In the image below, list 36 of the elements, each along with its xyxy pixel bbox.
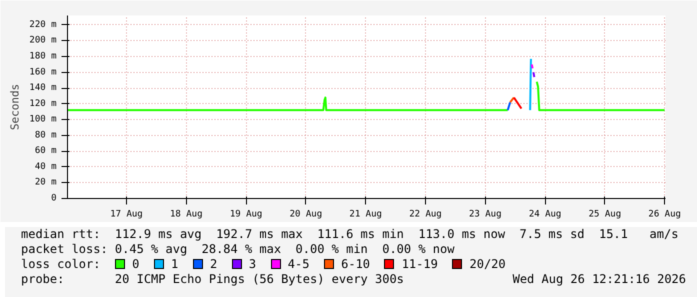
legend-label: 20/20 <box>470 257 506 271</box>
text: packet loss: 0.45 % avg 28.84 % max 0.00 % min 0.00 % now <box>21 242 456 257</box>
x-tick-label: 24 Aug <box>528 210 562 220</box>
y-tick-label: 200 m <box>29 36 56 46</box>
text: median rtt: 112.9 ms avg 192.7 ms max 111.6 ms min 113.0 ms now 7.5 ms sd 15.1 am/s <box>21 227 680 242</box>
text: Wed Aug 26 12:21:16 2026 <box>512 272 686 287</box>
x-tick-label: 19 Aug <box>230 210 262 220</box>
legend-label: 1 <box>171 257 178 271</box>
x-tick-label: 22 Aug <box>409 210 442 220</box>
x-tick-label: 18 Aug <box>170 210 203 220</box>
legend-label: 6-10 <box>341 257 370 271</box>
y-tick-label: 160 m <box>29 67 56 78</box>
x-tick-label: 23 Aug <box>469 210 502 220</box>
y-tick-label: 220 m <box>29 20 56 30</box>
x-tick-label: 25 Aug <box>588 210 622 220</box>
x-tick-label: 21 Aug <box>349 210 382 220</box>
y-axis-title: Seconds <box>8 84 22 130</box>
y-tick-label: 120 m <box>29 98 56 109</box>
legend-label: 2 <box>210 257 218 271</box>
y-tick-label: 0 <box>51 194 57 204</box>
y-tick-label: 100 m <box>29 114 56 125</box>
text: probe: 20 ICMP Echo Pings (56 Bytes) every 300s <box>21 272 404 286</box>
legend-label: 4-5 <box>288 257 310 271</box>
y-tick-label: 60 m <box>34 146 57 156</box>
y-tick-label: 140 m <box>29 83 56 94</box>
y-tick-label: 80 m <box>34 130 57 140</box>
y-tick-label: 180 m <box>29 52 56 62</box>
x-tick-label: 17 Aug <box>110 210 143 220</box>
legend-label: 11-19 <box>402 257 438 271</box>
legend-label: 0 <box>132 257 140 271</box>
x-tick-label: 26 Aug <box>648 210 681 220</box>
y-tick-label: 40 m <box>34 162 57 172</box>
x-tick-label: 20 Aug <box>290 210 322 220</box>
legend-label: 3 <box>248 257 256 271</box>
y-tick-label: 20 m <box>34 178 57 188</box>
legend-title: loss color: <box>21 257 100 271</box>
